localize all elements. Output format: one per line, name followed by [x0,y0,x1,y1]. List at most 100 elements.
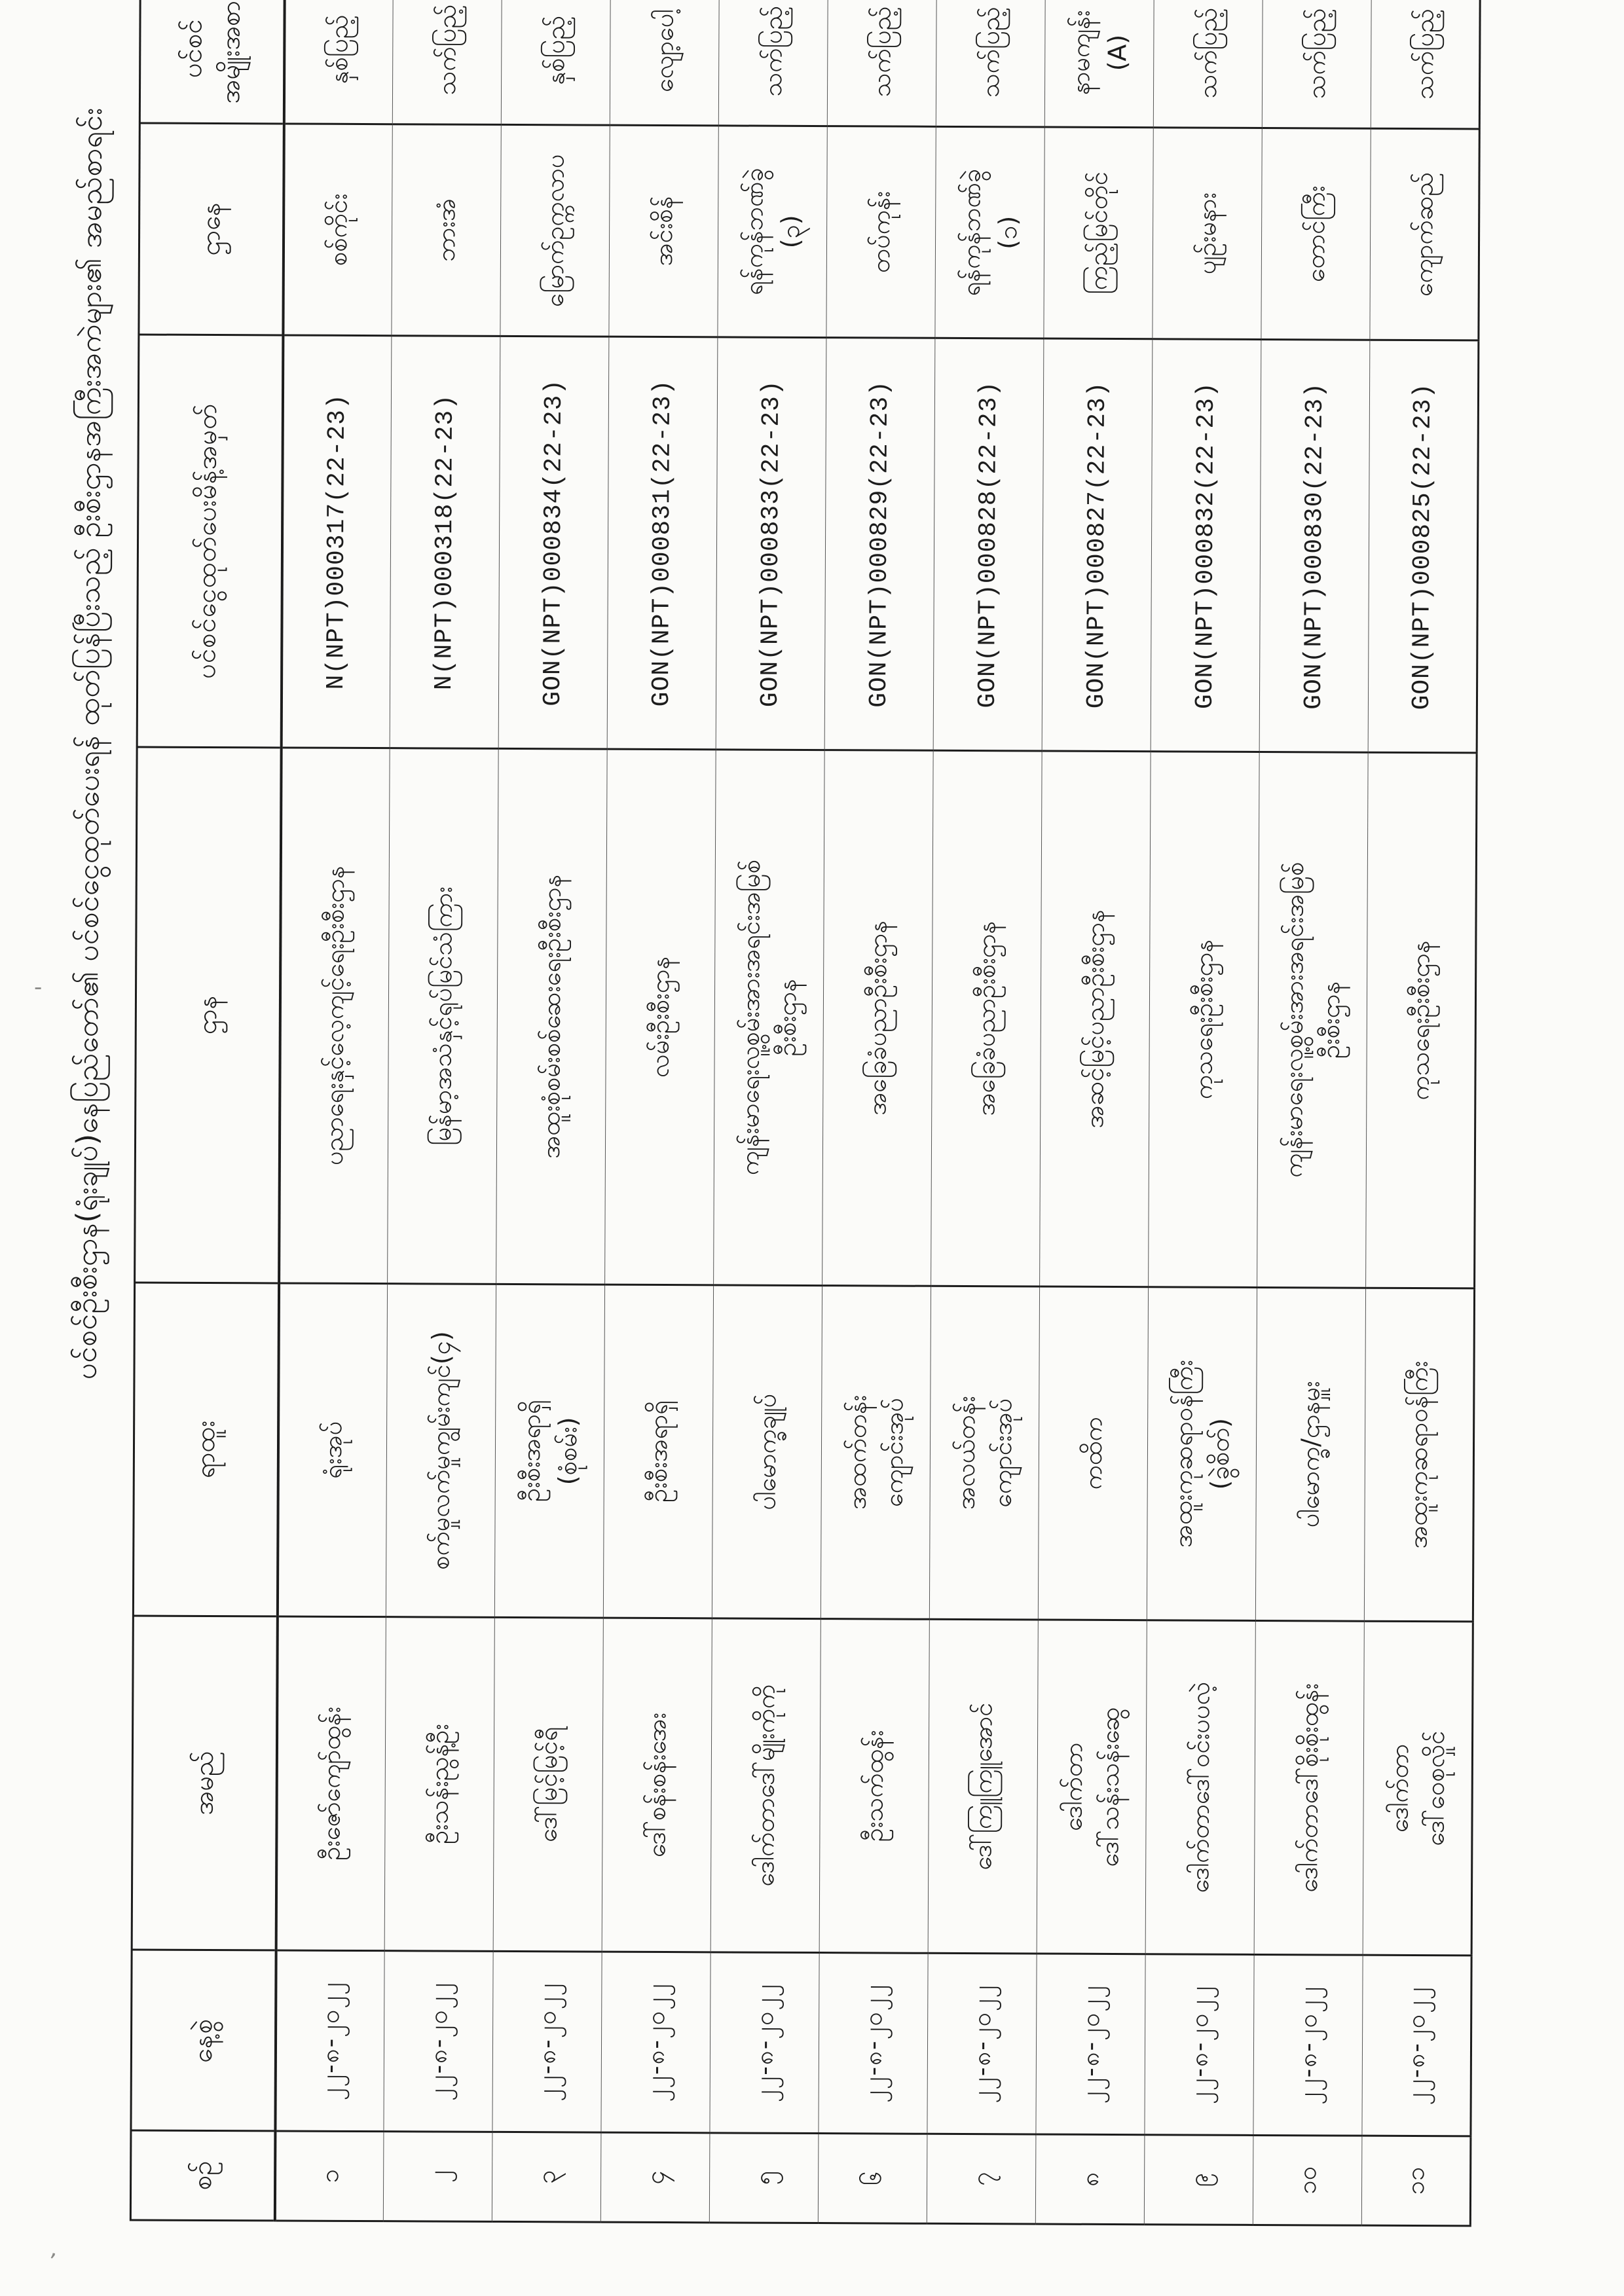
cell-department: ကျန်းမာရေးလူ့စွမ်းအားအရင်းအမြစ် ဦးစီးဌာန [1257,752,1369,1288]
cell-date: ၂၂-၈-၂၀၂၂ [1253,1954,1363,2136]
cell-permit-no: N(NPT)000318(22-23) [390,335,500,749]
cell-residence: အင်းစိန် [608,125,719,337]
cell-department: မြန်မာ့အသံနှင့်ရုပ်မြင်သံကြား [387,748,499,1285]
cell-date: ၂၂-၈-၂၀၂၂ [600,1952,711,2133]
cell-pension-type: နှစ်ပြည့် [284,0,394,124]
cell-pension-type: သက်ပြည့် [392,0,502,125]
table-row: ၁၁ ၂၂-၈-၂၀၂၂ ဒေါက်တာ ဒေါ်ဝေစုလှိုင် အထူး… [1361,0,1481,2226]
cell-position: အလယ်တန်း ကျောင်းအုပ် [929,1286,1040,1620]
table-header-row: စဉ် နေ့စွဲ အမည် ရာထူး ဌာန ပင်စင်ငွေထုတ်ပ… [130,0,285,2221]
cell-pension-type: နှစ်ပြည့် [501,0,611,126]
cell-name: ဒေါက်တာဒေါ်ဝင်းပပလဲ့ [1145,1620,1256,1955]
cell-position: စက်မှုလက်မှုကျွမ်းကျင်(၄) [386,1283,496,1618]
cell-residence: ကျောက်ဆည် [1369,128,1480,340]
table-row: ၅ ၂၂-၈-၂၀၂၂ ဒေါက်တာဒေါ်မျိုးကိုကို ပါမော… [709,0,828,2223]
table-row: ၁၀ ၂၂-၈-၂၀၂၂ ဒေါက်တာဒေါ်စိုးစိုးထွန်း ပါ… [1253,0,1372,2226]
cell-serial: ၇ [927,2134,1036,2225]
cell-residence: ကြည့်မြင်တိုင် [1043,127,1154,339]
cell-name: ဒေါ်မြင့်မြင့်ရီ [493,1617,604,1952]
cell-serial: ၆ [818,2133,927,2224]
cell-pension-type: သက်ပြည့် [1371,0,1481,129]
cell-serial: ၅ [709,2132,819,2223]
cell-serial: ၈ [1035,2134,1145,2225]
table-row: ၈ ၂၂-၈-၂၀၂၂ ဒေါက်တာ ဒေါ်သန်းသန်းဆွေ ကထိက… [1035,0,1154,2225]
cell-name: ဦးဇော်ကျော်ထွန်း [276,1616,386,1951]
cell-pension-type: သက်ပြည့် [1262,0,1372,129]
cell-position: အထက်တန်း ကျောင်းအုပ် [821,1285,931,1620]
cell-position: အထူးကုဆရာဝန်ကြီး [1364,1288,1475,1622]
cell-pension-type: လျော့ပေါ့ [610,0,720,126]
cell-permit-no: GON(NPT)000825(22-23) [1368,340,1479,753]
cell-date: ၂၂-၈-၂၀၂၂ [927,1953,1037,2135]
scan-artifact: - [34,974,43,1000]
cell-date: ၂၂-၈-၂၀၂၂ [1144,1954,1255,2136]
cell-residence: ရန်ကုန်ဘဏ်ခွဲ (၁) [934,126,1045,339]
cell-date: ၂၂-၈-၂၀၂၂ [709,1952,820,2134]
cell-residence: မြောက်ဥက္ကလာပ [500,124,610,337]
cell-date: ၂၂-၈-၂၀၂၂ [1035,1954,1146,2135]
header-date: နေ့စွဲ [130,1949,276,2131]
cell-position: ရုံးအုပ် [277,1283,388,1617]
header-name: အမည် [132,1615,278,1950]
cell-permit-no: GON(NPT)000834(22-23) [498,336,609,750]
cell-date: ၂၂-၈-၂၀၂၂ [383,1950,494,2132]
cell-position: ပါမောက္ခ/ဌာနမှူး [1255,1287,1366,1622]
header-serial: စဉ် [130,2130,275,2221]
cell-serial: ၄ [600,2132,710,2223]
cell-name: ဒေါ်ကြူကြူအောင် [928,1619,1039,1954]
cell-serial: ၁၁ [1361,2136,1471,2226]
table-row: ၄ ၂၂-၈-၂၀၂၂ ဒေါ်စန်းစန်းအေး ဦးစီးအရာရှိ … [600,0,720,2223]
cell-pension-type: သက်ပြည့် [936,0,1046,128]
table-row: ၁ ၂၂-၈-၂၀၂၂ ဦးဇော်ကျော်ထွန်း ရုံးအုပ် ပည… [274,0,394,2221]
cell-position: ပါမောက္ခချုပ် [712,1285,822,1619]
cell-name: ဒေါက်တာ ဒေါ်ဝေစုလှိုင် [1363,1621,1473,1956]
cell-date: ၂၂-၈-၂၀၂၂ [1361,1955,1472,2136]
cell-position: ဦးစီးအရာရှိ [603,1285,714,1618]
header-pension-type: ပင်စင် အမျိုးအစား [139,0,285,124]
cell-residence: တပ်ကုန်း [826,126,936,338]
cell-permit-no: GON(NPT)000832(22-23) [1151,338,1261,752]
cell-pension-type: နာမကျန်း (A) [1044,0,1154,128]
cell-date: ၂၂-၈-၂၀၂၂ [818,1952,929,2134]
header-permit-no: ပင်စင်ငွေထုတ်ပေးမိန့်အမှတ် [137,335,283,748]
cell-date: ၂၂-၈-၂၀၂၂ [492,1951,602,2133]
cell-position: အထူးကုဆရာဝန်ကြီး (ခွဲစိတ်) [1147,1286,1257,1621]
cell-permit-no: N(NPT)000317(22-23) [281,335,392,748]
cell-serial: ၂ [383,2131,492,2222]
table-row: ၆ ၂၂-၈-၂၀၂၂ ဦးသက်ထွန်း အထက်တန်း ကျောင်းအ… [818,0,937,2224]
cell-residence: ပျဉ်းမနား [1152,127,1263,340]
cell-name: ဒေါ်စန်းစန်းအေး [602,1618,712,1952]
cell-date: ၂၂-၈-၂၀၂၂ [274,1950,385,2132]
cell-department: ကုသရေးဦးစီးဌာန [1365,752,1477,1288]
cell-name: ဒေါက်တာဒေါ်မျိုးကိုကို [710,1618,821,1953]
cell-serial: ၁ [274,2130,384,2221]
cell-name: ဦးသန်းညွန့်ဦး [384,1616,495,1952]
cell-department: ကျန်းမာရေးလူ့စွမ်းအားအရင်းအမြစ် ဦးစီးဌာန [713,749,825,1286]
cell-permit-no: GON(NPT)000829(22-23) [824,337,935,751]
cell-position: ကထိက [1038,1286,1149,1620]
cell-serial: ၃ [492,2132,601,2223]
cell-residence: ဘားအံ [391,124,502,337]
pension-table: စဉ် နေ့စွဲ အမည် ရာထူး ဌာန ပင်စင်ငွေထုတ်ပ… [129,0,1482,2227]
cell-position: ဦးစီးအရာရှိ (စုံစမ်း) [494,1284,605,1618]
cell-name: ဒေါက်တာဒေါ်စိုးစိုးထွန်း [1254,1620,1365,1956]
cell-department: အထူးစုံစမ်းစစ်ဆေးရေးဦးစီးဌာန [496,748,608,1285]
header-department: ဌာန [134,746,282,1283]
cell-pension-type: သက်ပြည့် [718,0,828,126]
cell-department: အခြေခံပညာဦးစီးဌာန [931,750,1043,1287]
cell-pension-type: သက်ပြည့် [827,0,937,127]
cell-permit-no: GON(NPT)000831(22-23) [607,337,718,750]
table-row: ၂ ၂၂-၈-၂၀၂၂ ဦးသန်းညွန့်ဦး စက်မှုလက်မှုကျ… [383,0,502,2222]
cell-residence: စစ်ကိုင်း [282,123,393,336]
header-position: ရာထူး [133,1282,279,1616]
cell-name: ဒေါက်တာ ဒေါ်သန်းသန်းဆွေ [1037,1620,1147,1954]
cell-pension-type: သက်ပြည့် [1153,0,1263,128]
cell-permit-no: GON(NPT)000830(22-23) [1259,339,1370,753]
cell-serial: ၉ [1144,2134,1253,2225]
header-residence: ဌာနေ [138,123,284,335]
cell-department: အဆင့်မြင့်ပညာဦးစီးဌာန [1039,751,1151,1287]
table-row: ၇ ၂၂-၈-၂၀၂၂ ဒေါ်ကြူကြူအောင် အလယ်တန်း ကျေ… [927,0,1046,2225]
